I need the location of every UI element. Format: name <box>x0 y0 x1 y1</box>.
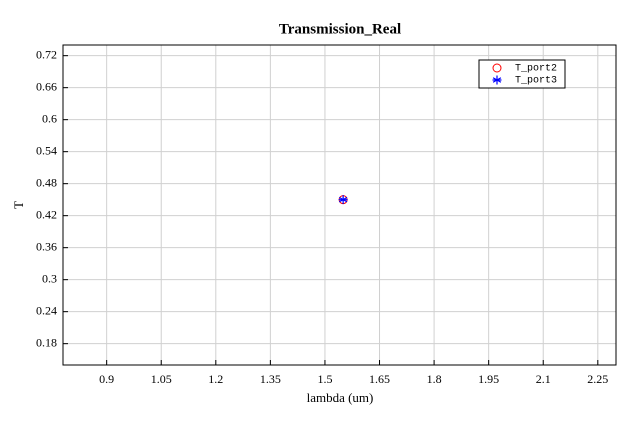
y-tick-label: 0.3 <box>42 271 57 285</box>
y-tick-label: 0.6 <box>42 111 57 125</box>
y-tick-label: 0.42 <box>36 207 57 221</box>
y-tick-label: 0.72 <box>36 47 57 61</box>
x-tick-label: 2.25 <box>587 372 608 386</box>
y-tick-label: 0.48 <box>36 175 57 189</box>
y-tick-label: 0.24 <box>36 303 57 317</box>
x-tick-label: 1.95 <box>478 372 499 386</box>
x-tick-label: 2.1 <box>536 372 551 386</box>
x-tick-label: 0.9 <box>99 372 114 386</box>
legend-label: T_port3 <box>515 76 557 87</box>
marker-circle <box>492 63 502 73</box>
x-tick-label: 1.2 <box>208 372 223 386</box>
x-tick-label: 1.35 <box>260 372 281 386</box>
y-tick-label: 0.66 <box>36 79 57 93</box>
y-tick-label: 0.36 <box>36 239 57 253</box>
chart-title: Transmission_Real <box>279 21 401 37</box>
y-axis-label: T <box>11 201 26 209</box>
plot-frame <box>62 44 617 366</box>
legend-label: T_port2 <box>515 64 557 75</box>
x-tick-label: 1.65 <box>369 372 390 386</box>
y-tick-label: 0.18 <box>36 335 57 349</box>
x-axis-label: lambda (um) <box>307 390 374 405</box>
y-tick-label: 0.54 <box>36 143 57 157</box>
x-tick-label: 1.5 <box>317 372 332 386</box>
marker-star <box>492 75 502 85</box>
x-tick-label: 1.8 <box>427 372 442 386</box>
legend-box <box>478 59 566 89</box>
marker-star <box>338 195 348 205</box>
x-tick-label: 1.05 <box>151 372 172 386</box>
